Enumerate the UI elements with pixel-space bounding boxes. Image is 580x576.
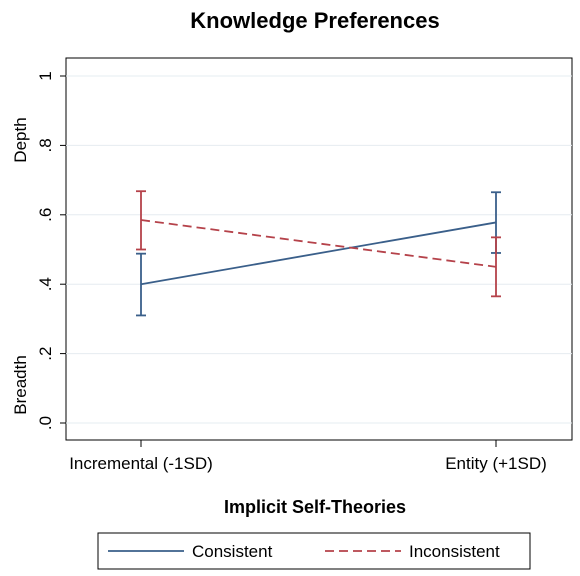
y-tick-label: .4 [36,277,55,291]
legend: Consistent Inconsistent [97,532,531,570]
series-line [140,221,497,286]
chart-title: Knowledge Preferences [190,8,439,33]
y-tick-label: 1 [36,71,55,80]
gridlines [66,75,572,424]
y-tick-label: .2 [36,347,55,361]
plot-area: .0 .2 .4 .6 .8 1 Incremental (-1SD) Entity (+1… [36,57,573,473]
legend-label: Inconsistent [409,542,500,561]
x-axis: Incremental (-1SD) Entity (+1SD) [69,440,547,473]
y-axis-label-breadth: Breadth [11,355,30,415]
y-axis: .0 .2 .4 .6 .8 1 [36,71,66,430]
y-tick-label: .0 [36,416,55,430]
series-group [136,190,501,317]
legend-box [97,532,531,570]
legend-label: Consistent [192,542,273,561]
x-axis-title: Implicit Self-Theories [224,497,406,517]
y-axis-label-depth: Depth [11,117,30,162]
y-tick-label: .6 [36,208,55,222]
series-line [140,219,497,268]
plot-area-frame [65,57,573,441]
y-tick-label: .8 [36,138,55,152]
x-tick-label: Entity (+1SD) [445,454,547,473]
x-tick-label: Incremental (-1SD) [69,454,213,473]
legend-items: Consistent Inconsistent [108,542,500,561]
